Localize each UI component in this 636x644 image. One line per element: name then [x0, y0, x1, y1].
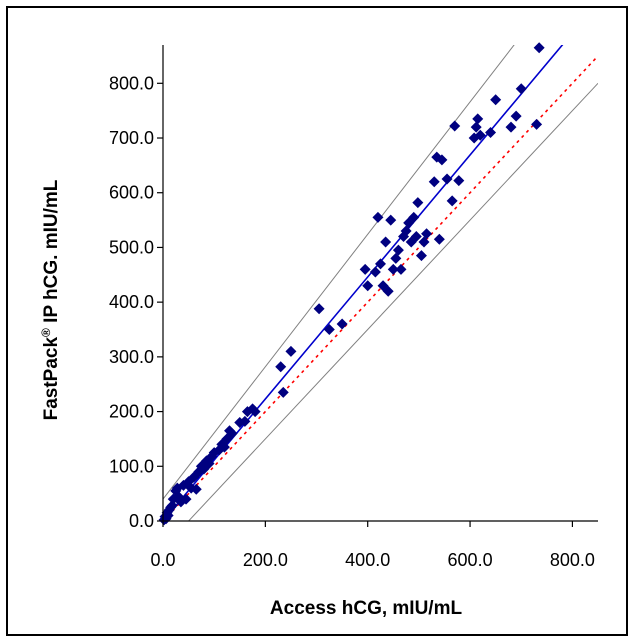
axes	[157, 45, 598, 527]
y-tick-label: 500.0	[109, 237, 154, 257]
data-point	[375, 258, 386, 270]
x-axis-title: Access hCG, mIU/mL	[270, 598, 463, 619]
x-tick-label: 200.0	[243, 550, 288, 570]
y-axis-title-main: FastPack	[41, 337, 62, 421]
upper-bound-line	[163, 45, 515, 500]
data-point	[408, 211, 420, 223]
data-point	[470, 121, 482, 133]
data-point	[418, 236, 430, 248]
data-point	[415, 250, 427, 262]
chart-frame	[6, 6, 628, 636]
data-point	[412, 197, 424, 209]
y-axis-title-sup: ®	[39, 328, 53, 337]
data-point	[446, 195, 458, 207]
y-tick-label: 100.0	[109, 456, 154, 476]
y-tick-label: 0.0	[129, 511, 154, 531]
data-point	[436, 154, 448, 166]
y-tick-label: 700.0	[109, 128, 154, 148]
data-point	[285, 345, 297, 357]
data-point	[390, 252, 402, 264]
data-point	[510, 110, 522, 122]
lower-bound-line	[187, 82, 598, 521]
data-point	[400, 225, 412, 237]
data-point	[218, 441, 230, 453]
y-axis-title: FastPack® IP hCG. mIU/mL	[39, 179, 62, 420]
data-point	[472, 113, 484, 125]
data-point	[385, 214, 397, 226]
data-point	[449, 120, 461, 132]
data-point	[313, 303, 325, 315]
data-point	[490, 94, 502, 106]
data-point	[382, 285, 394, 297]
data-point	[474, 129, 486, 141]
identity-line	[163, 55, 598, 521]
data-point	[226, 427, 238, 439]
data-point	[441, 173, 453, 185]
data-point	[531, 118, 543, 130]
data-point	[275, 361, 287, 373]
data-point	[410, 230, 422, 242]
data-point	[323, 324, 335, 336]
data-point	[239, 415, 251, 427]
data-point	[380, 236, 392, 248]
data-point	[395, 263, 407, 275]
data-point	[392, 244, 404, 256]
y-tick-label: 200.0	[109, 402, 154, 422]
data-point	[190, 483, 202, 495]
data-point	[453, 175, 465, 187]
data-point	[387, 263, 399, 275]
data-point	[433, 233, 445, 245]
data-point	[166, 500, 178, 512]
identity-line-group	[163, 55, 598, 521]
y-tick-label: 400.0	[109, 292, 154, 312]
x-tick-label: 600.0	[448, 550, 493, 570]
y-tick-label: 800.0	[109, 73, 154, 93]
data-point	[359, 263, 371, 275]
data-point	[249, 406, 261, 418]
data-point	[362, 280, 374, 292]
data-point	[372, 211, 384, 223]
data-points	[158, 42, 545, 526]
data-point	[277, 386, 289, 398]
data-point	[336, 318, 348, 330]
data-point	[533, 42, 545, 54]
y-tick-label: 600.0	[109, 183, 154, 203]
data-point	[485, 127, 497, 139]
prediction-bounds	[163, 45, 598, 521]
data-point	[369, 266, 381, 278]
data-point	[180, 493, 192, 505]
x-tick-label: 400.0	[345, 550, 390, 570]
data-point	[515, 83, 527, 95]
y-axis-title-rest: IP hCG. mIU/mL	[41, 179, 62, 328]
x-tick-label: 800.0	[550, 550, 595, 570]
data-point	[505, 121, 517, 133]
y-tick-label: 300.0	[109, 347, 154, 367]
tick-labels: 0.0 200.0 400.0 600.0 800.0 0.0 100.0 200.0 300.…	[109, 73, 595, 570]
data-point	[421, 228, 433, 240]
data-point	[428, 176, 440, 188]
x-tick-label: 0.0	[150, 550, 175, 570]
